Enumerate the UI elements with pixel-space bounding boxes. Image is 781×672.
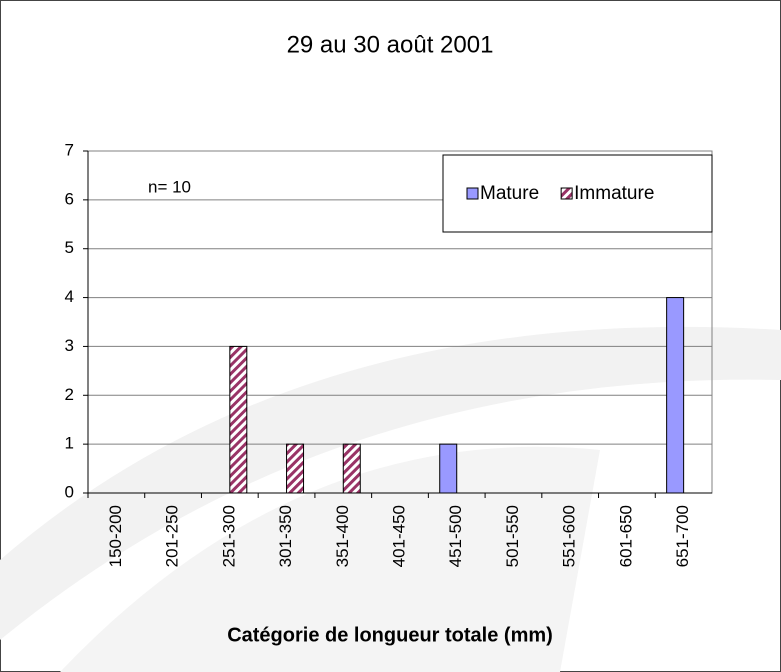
y-tick-label: 0 <box>65 482 74 501</box>
x-tick-label: 201-250 <box>163 505 182 567</box>
bar <box>286 443 305 494</box>
bar <box>229 345 248 494</box>
bar <box>439 443 458 494</box>
x-tick-label: 501-550 <box>503 505 522 567</box>
x-tick-label: 251-300 <box>219 505 238 567</box>
x-tick-label: 401-450 <box>389 505 408 567</box>
background-swoosh <box>60 446 600 672</box>
x-tick-label: 451-500 <box>446 505 465 567</box>
x-tick-label: 150-200 <box>106 505 125 567</box>
y-tick-label: 5 <box>65 238 74 257</box>
legend-swatch <box>466 187 479 200</box>
x-tick-label: 551-600 <box>560 505 579 567</box>
annotation: n= 10 <box>148 177 191 196</box>
bar <box>666 297 685 494</box>
chart-title: 29 au 30 août 2001 <box>287 31 494 58</box>
legend-label: Mature <box>480 183 539 204</box>
y-tick-label: 1 <box>65 434 74 453</box>
x-axis-label: Catégorie de longueur totale (mm) <box>227 624 553 646</box>
legend-label: Immature <box>574 183 654 204</box>
legend-swatch <box>560 187 573 200</box>
y-tick-label: 3 <box>65 336 74 355</box>
y-tick-label: 7 <box>65 140 74 159</box>
background-swoosh <box>0 326 781 640</box>
x-tick-label: 351-400 <box>333 505 352 567</box>
x-tick-label: 301-350 <box>276 505 295 567</box>
x-tick-label: 651-700 <box>673 505 692 567</box>
x-tick-label: 601-650 <box>616 505 635 567</box>
legend-box <box>442 154 713 233</box>
bar <box>342 443 361 494</box>
y-tick-label: 4 <box>65 287 74 306</box>
y-tick-label: 2 <box>65 385 74 404</box>
y-tick-label: 6 <box>65 189 74 208</box>
